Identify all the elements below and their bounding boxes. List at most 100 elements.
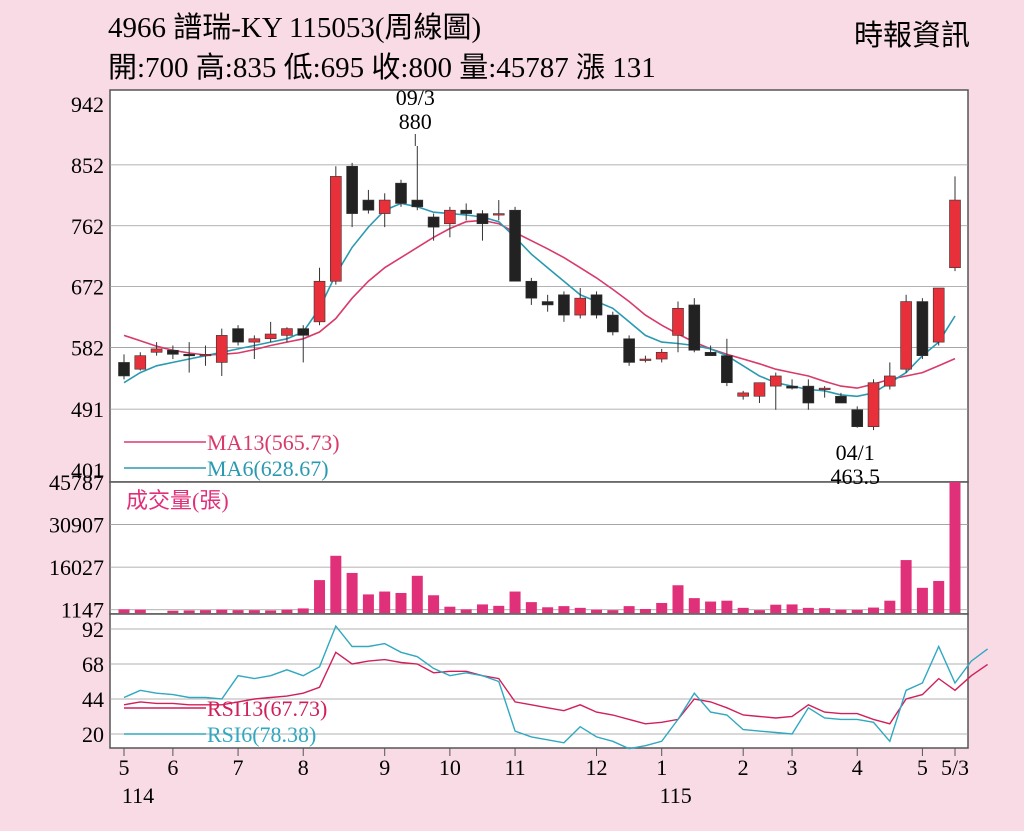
data-source-label: 時報資訊: [853, 20, 970, 52]
rsi-tick-label: 68: [82, 652, 104, 677]
legend-label-ma6: MA6(628.67): [207, 456, 329, 481]
x-tick-label: 12: [586, 755, 608, 780]
volume-bar: [493, 605, 505, 613]
candle-body: [623, 338, 635, 363]
candle-body: [688, 304, 701, 351]
candle-body: [411, 199, 424, 208]
price-summary: 開:700 高:835 低:695 收:800 量:45787 漲 131: [108, 52, 656, 84]
volume-bar: [183, 610, 195, 613]
legend-label-rsi6: RSI6(78.38): [207, 722, 316, 747]
volume-bar: [802, 607, 814, 613]
year-label: 115: [660, 783, 692, 808]
volume-bar: [428, 595, 440, 613]
volume-bar: [525, 602, 537, 613]
candle-body: [721, 355, 733, 384]
x-tick-label: 1: [656, 755, 667, 780]
candle-body: [395, 182, 407, 204]
price-tick-label: 672: [71, 275, 104, 300]
candle-body: [900, 301, 912, 370]
volume-tick-label: 1147: [61, 598, 104, 623]
rsi-tick-label: 20: [82, 722, 104, 747]
candle-body: [444, 209, 456, 225]
volume-tick-label: 30907: [49, 513, 104, 538]
volume-bar: [509, 591, 521, 613]
candle-body: [769, 375, 782, 387]
candle-body: [167, 349, 179, 355]
year-label: 114: [122, 783, 154, 808]
volume-bar: [705, 601, 717, 613]
candle-body: [313, 280, 326, 323]
volume-bar: [591, 609, 603, 613]
volume-bar: [737, 607, 749, 613]
x-tick-label: 2: [738, 755, 749, 780]
volume-bar: [558, 606, 570, 613]
candle-body: [248, 338, 261, 343]
candle-body: [346, 165, 358, 214]
price-tick-label: 582: [71, 336, 104, 361]
ma13-line: [123, 219, 956, 389]
volume-bar: [330, 555, 342, 613]
candle-body: [867, 382, 880, 428]
candle-body: [851, 409, 864, 428]
rsi6-line: [123, 624, 989, 750]
candle-body: [590, 294, 603, 316]
candle-body: [949, 199, 961, 269]
rsi-tick-label: 44: [82, 687, 104, 712]
candle-body: [460, 209, 472, 214]
candle-body: [427, 216, 440, 228]
x-tick-label: 5/3: [941, 755, 969, 780]
x-tick-label: 8: [298, 755, 309, 780]
rsi-tick-label: 92: [82, 617, 104, 642]
candle-body: [655, 351, 668, 360]
volume-bar: [819, 608, 831, 613]
candle-body: [541, 301, 554, 306]
x-tick-label: 5: [119, 755, 130, 780]
candle-body: [737, 392, 749, 397]
x-tick-label: 5: [917, 755, 928, 780]
volume-tick-label: 45787: [49, 470, 104, 495]
annotation-date: 04/1: [836, 440, 875, 465]
candle-body: [183, 354, 195, 357]
candle-body: [199, 354, 212, 357]
candle-body: [916, 301, 929, 356]
volume-bar: [770, 604, 782, 613]
x-tick-label: 6: [167, 755, 178, 780]
volume-bar: [444, 606, 456, 613]
volume-bar: [314, 580, 326, 613]
rsi-panel: [109, 613, 969, 749]
candle-body: [704, 351, 717, 356]
volume-bar: [949, 482, 961, 613]
candle-body: [753, 382, 766, 397]
volume-bar: [362, 594, 374, 613]
price-tick-label: 762: [71, 214, 104, 239]
volume-bar: [639, 608, 651, 613]
candle-body: [264, 333, 277, 340]
volume-bar: [281, 609, 293, 613]
volume-bar: [216, 609, 228, 613]
annotation-value: 880: [399, 109, 432, 134]
volume-bar: [199, 610, 211, 613]
volume-bar: [460, 609, 472, 613]
volume-bar: [134, 609, 146, 613]
candle-body: [932, 287, 945, 343]
x-tick-label: 11: [504, 755, 525, 780]
volume-bar: [656, 602, 668, 613]
volume-tick-label: 16027: [49, 555, 104, 580]
price-panel: [109, 89, 969, 483]
candle-body: [639, 358, 652, 361]
rsi13-line: [123, 651, 988, 725]
ma6-line: [123, 202, 956, 398]
annotation-date: 09/3: [396, 85, 435, 110]
price-tick-label: 401: [71, 458, 104, 483]
x-tick-label: 7: [233, 755, 244, 780]
x-tick-label: 9: [379, 755, 390, 780]
candle-body: [835, 395, 847, 404]
candle-body: [607, 314, 619, 333]
volume-bar: [933, 580, 945, 613]
price-tick-label: 852: [71, 153, 104, 178]
candle-body: [215, 335, 228, 363]
volume-bar: [232, 610, 244, 613]
candle-body: [297, 328, 310, 336]
annotation-value: 463.5: [830, 464, 880, 489]
